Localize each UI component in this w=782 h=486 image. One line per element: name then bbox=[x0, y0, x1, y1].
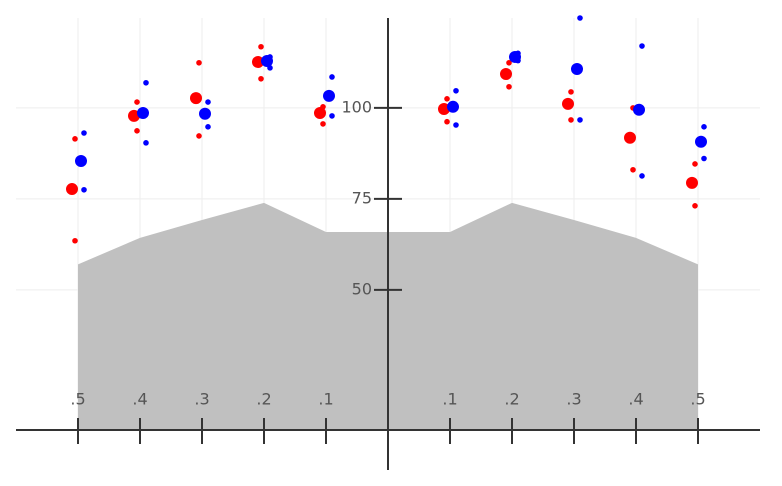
range-dot bbox=[577, 117, 583, 123]
range-dot bbox=[258, 75, 264, 82]
point bbox=[695, 135, 707, 148]
range-dot bbox=[205, 124, 211, 130]
range-dot bbox=[72, 136, 78, 142]
range-dot bbox=[196, 133, 202, 139]
range-dot bbox=[453, 122, 459, 128]
range-dot bbox=[701, 155, 707, 162]
y-tick-label: 50 bbox=[352, 279, 372, 298]
point bbox=[624, 131, 636, 144]
point bbox=[261, 54, 273, 67]
range-dot bbox=[701, 124, 707, 130]
point bbox=[252, 56, 264, 69]
point bbox=[137, 106, 149, 119]
point bbox=[190, 92, 202, 105]
range-dot bbox=[196, 59, 202, 66]
range-dot bbox=[72, 237, 78, 244]
point bbox=[75, 155, 87, 168]
y-tick-label: 75 bbox=[352, 188, 372, 207]
x-tick-label: .5 bbox=[70, 390, 85, 409]
point bbox=[633, 103, 645, 116]
point bbox=[323, 89, 335, 102]
point bbox=[128, 109, 140, 122]
x-tick-label: .2 bbox=[504, 390, 519, 409]
point bbox=[199, 107, 211, 120]
point bbox=[66, 183, 78, 196]
range-dot bbox=[692, 161, 698, 167]
range-dot bbox=[692, 203, 698, 209]
point bbox=[509, 50, 521, 63]
range-dot bbox=[143, 79, 149, 86]
range-dot bbox=[568, 117, 574, 123]
range-dot bbox=[630, 166, 636, 173]
range-dot bbox=[444, 95, 450, 102]
point bbox=[571, 62, 583, 75]
range-dot bbox=[205, 99, 211, 105]
range-dot bbox=[577, 15, 583, 21]
point bbox=[438, 102, 450, 115]
x-tick-label: .4 bbox=[628, 390, 643, 409]
range-dot bbox=[453, 87, 459, 94]
range-dot bbox=[506, 59, 512, 66]
x-tick-label: .2 bbox=[256, 390, 271, 409]
range-dot bbox=[143, 140, 149, 146]
x-tick-label: .1 bbox=[442, 390, 457, 409]
x-tick-label: .5 bbox=[690, 390, 705, 409]
range-dot bbox=[639, 173, 645, 179]
point bbox=[500, 68, 512, 81]
point bbox=[447, 100, 459, 113]
x-tick-label: .3 bbox=[566, 390, 581, 409]
point bbox=[562, 97, 574, 110]
range-dot bbox=[444, 118, 450, 125]
x-tick-label: .3 bbox=[194, 390, 209, 409]
point bbox=[686, 176, 698, 189]
range-dot bbox=[329, 113, 335, 119]
range-dot bbox=[81, 130, 87, 136]
range-dot bbox=[81, 186, 87, 193]
range-dot bbox=[258, 43, 264, 50]
y-tick-label: 100 bbox=[341, 97, 372, 116]
range-dot bbox=[568, 89, 574, 95]
point bbox=[314, 106, 326, 119]
range-dot bbox=[639, 43, 645, 49]
range-dot bbox=[320, 121, 326, 127]
range-dot bbox=[134, 128, 140, 134]
range-dot bbox=[134, 99, 140, 105]
x-tick-label: .4 bbox=[132, 390, 147, 409]
range-dot bbox=[329, 74, 335, 80]
range-dot bbox=[506, 83, 512, 90]
x-tick-label: .1 bbox=[318, 390, 333, 409]
